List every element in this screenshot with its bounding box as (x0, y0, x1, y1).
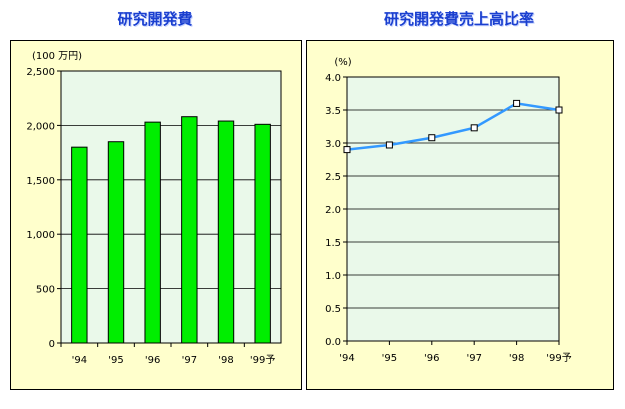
y-tick-label: 1.5 (325, 238, 341, 249)
line-chart: (%) 0.0 0.5 1.0 1.5 2.0 2.5 3.0 3.5 4.0 '94 '95 '96 '… (325, 57, 572, 364)
plot-area (60, 70, 282, 344)
data-point (385, 141, 393, 149)
series-line (346, 102, 560, 151)
y-unit-label: (100 万円) (32, 51, 82, 62)
bar (181, 116, 198, 344)
y-tick-label: 2.0 (325, 205, 341, 216)
y-tick-label: 500 (36, 285, 55, 296)
data-point (428, 134, 436, 142)
x-tick-label: '99予 (546, 352, 571, 364)
y-tick-label: 0.5 (325, 304, 341, 315)
x-tick-label: '98 (509, 353, 524, 364)
y-tick-label: 1,500 (26, 176, 55, 187)
bar (107, 141, 125, 344)
y-unit-label: (%) (334, 57, 351, 68)
bar (144, 121, 161, 344)
line-chart-title: 研究開発費売上高比率 (383, 10, 534, 28)
bar-chart-title: 研究開発費 (117, 10, 193, 28)
x-tick-label: '96 (424, 353, 439, 364)
y-tick-label: 2,500 (26, 67, 55, 78)
x-tick-label: '97 (182, 355, 197, 366)
line-chart-panel: (%) 0.0 0.5 1.0 1.5 2.0 2.5 3.0 3.5 4.0 '94 '95 '96 '… (306, 40, 614, 390)
y-tick-label: 4.0 (325, 73, 341, 84)
y-tick-label: 2.5 (325, 172, 341, 183)
data-point (513, 99, 521, 107)
y-tick-label: 0.0 (325, 337, 341, 348)
data-point (470, 124, 478, 132)
bar-chart-panel: (100 万円) 0 500 1,000 1,500 2,000 2,500 '94 '95 '9… (10, 40, 302, 390)
bar (71, 146, 88, 344)
x-tick-label: '94 (339, 353, 354, 364)
y-tick-label: 3.0 (325, 139, 341, 150)
x-tick-label: '99予 (250, 354, 275, 366)
x-tick-label: '95 (108, 355, 123, 366)
x-tick-label: '98 (218, 355, 233, 366)
bar (254, 123, 271, 344)
y-tick-label: 1.0 (325, 271, 341, 282)
y-tick-label: 3.5 (325, 106, 341, 117)
bar-chart: (100 万円) 0 500 1,000 1,500 2,000 2,500 '94 '95 '9… (26, 51, 282, 366)
y-tick-label: 0 (49, 339, 55, 350)
x-tick-label: '97 (466, 353, 481, 364)
y-tick-label: 2,000 (26, 121, 55, 132)
data-point (555, 106, 563, 114)
data-point (343, 146, 351, 154)
x-tick-label: '96 (145, 355, 160, 366)
bar (217, 120, 235, 344)
x-tick-label: '95 (382, 353, 397, 364)
y-tick-label: 1,000 (26, 230, 55, 241)
x-tick-label: '94 (72, 355, 87, 366)
